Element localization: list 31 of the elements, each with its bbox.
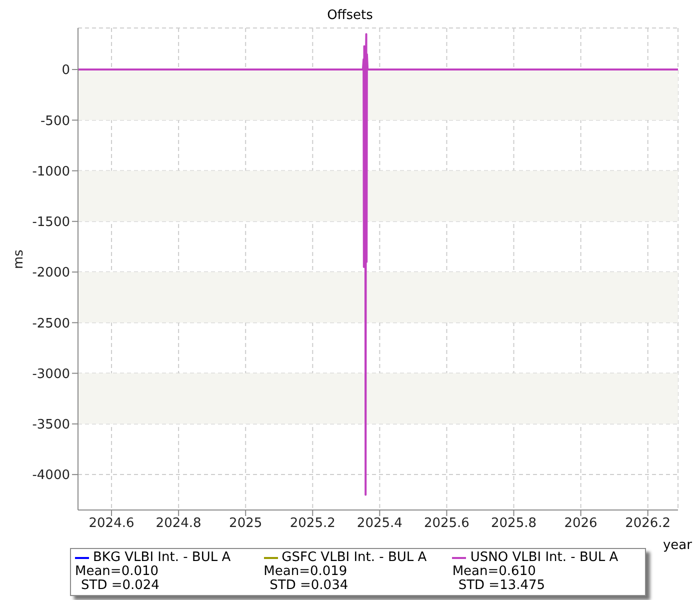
legend-label: GSFC VLBI Int. - BUL A (282, 550, 427, 565)
y-tick-label: -1000 (32, 164, 70, 180)
y-tick-label: -2500 (32, 316, 70, 332)
text: Mean=0.610 (452, 564, 537, 579)
y-tick-label: -2000 (32, 266, 70, 281)
x-tick-label: 2024.6 (88, 516, 134, 532)
legend-label: USNO VLBI Int. - BUL A (470, 550, 618, 565)
x-tick-label: 2026 (564, 516, 598, 532)
text: Mean=0.019 (264, 564, 348, 579)
y-tick-label: 0 (62, 63, 70, 78)
y-tick-label: -3000 (32, 366, 70, 382)
line-series (78, 33, 678, 496)
x-tick-label: 2026.2 (625, 516, 671, 532)
legend-label: BKG VLBI Int. - BUL A (93, 550, 231, 565)
text: Mean=0.010 (75, 564, 160, 579)
x-axis-title: year (662, 538, 692, 553)
x-tick-label: 2025.2 (290, 516, 336, 532)
y-tick-label: -500 (40, 114, 70, 129)
x-tick-label: 2025.6 (424, 516, 470, 532)
chart-title: Offsets (326, 8, 374, 24)
y-tick-label: -3500 (32, 418, 70, 433)
x-tick-label: 2025 (229, 516, 262, 532)
y-tick-label: -4000 (32, 468, 70, 484)
text: STD =0.024 (81, 578, 160, 593)
y-axis-title: ms (12, 249, 27, 269)
x-tick-label: 2024.8 (156, 516, 202, 532)
x-tick-label: 2025.8 (491, 516, 537, 532)
x-tick-label: 2025.4 (356, 516, 402, 532)
y-tick-label: -1500 (32, 215, 70, 230)
text: STD =13.475 (458, 578, 546, 593)
text: STD =0.034 (270, 578, 350, 593)
